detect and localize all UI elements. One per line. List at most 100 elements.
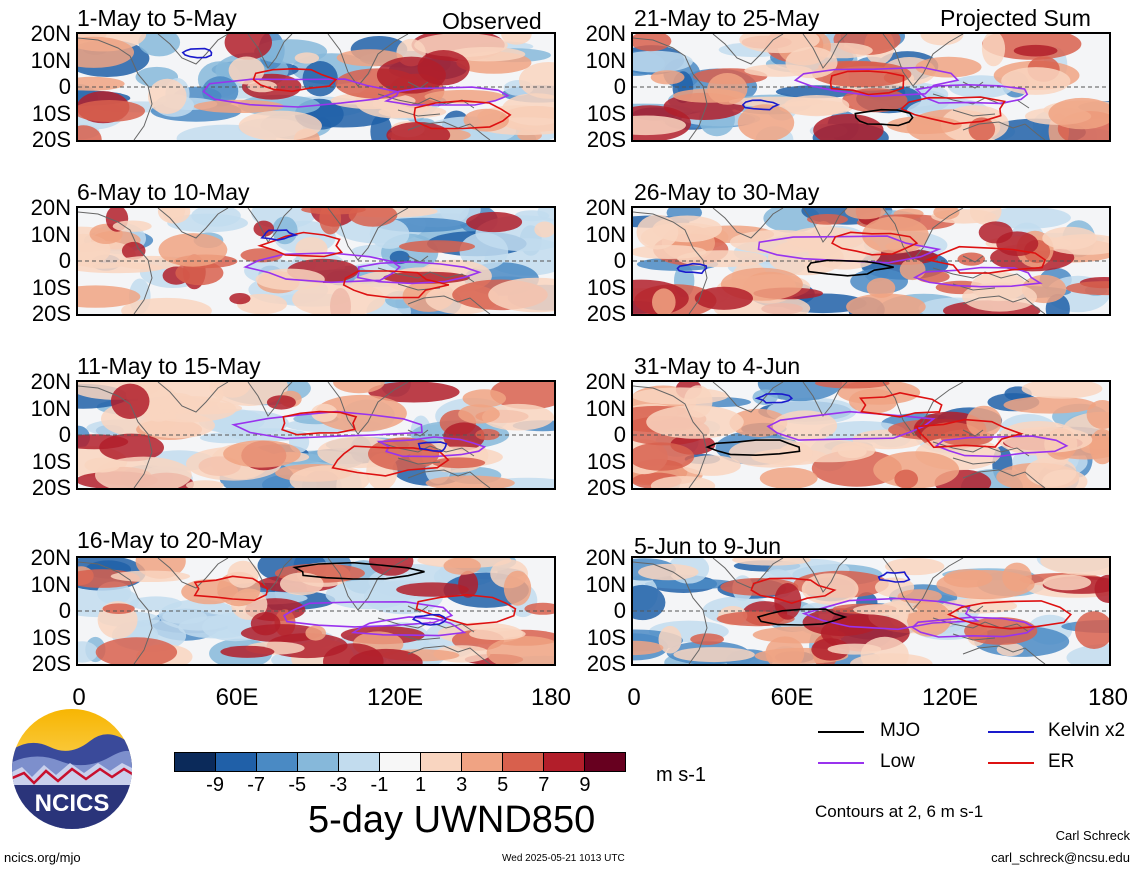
lat-label: 20S [586,301,626,326]
contour-kelvin [260,229,299,241]
anomaly-shading [95,637,178,664]
lon-label-60e-right: 60E [770,684,814,711]
legend-line-er [988,762,1034,764]
anomaly-shading [807,214,848,225]
contour-er [750,577,837,605]
anomaly-shading [885,558,945,576]
anomaly-shading [158,233,228,267]
anomaly-shading [482,403,554,431]
lon-label-60e-left: 60E [215,684,259,711]
anomaly-shading [996,642,1024,657]
coastline-arabia [712,34,784,65]
footer-email: carl_schreck@ncsu.edu [991,850,1130,865]
anomaly-shading [650,476,716,488]
coastline-australia [962,645,1046,664]
anomaly-shading [110,570,191,582]
contour-low [801,597,980,631]
map-panel-3 [76,380,556,490]
anomaly-shading [458,404,500,424]
anomaly-shading [1089,428,1109,465]
lat-label: 10N [30,221,71,247]
anomaly-shading [636,214,679,250]
anomaly-shading [349,648,423,664]
anomaly-shading [1042,226,1097,250]
lat-label: 0 [613,248,626,273]
anomaly-shading [933,208,960,220]
anomaly-shading [633,387,729,405]
anomaly-shading [78,125,102,140]
colorbar-swatch [462,753,503,771]
lat-label: 10S [31,100,71,126]
colorbar-units: m s-1 [656,764,706,786]
anomaly-shading [1042,469,1088,488]
colorbar-tick-label: 1 [414,774,427,796]
anomaly-shading [443,558,481,575]
anomaly-shading [732,558,811,566]
contour-low [793,66,960,98]
legend-line-mjo [818,731,864,733]
anomaly-shading [167,213,248,233]
anomaly-shading [399,240,475,253]
anomaly-shading [915,56,982,78]
coastline-arabia [157,382,229,413]
lat-label: 10S [586,100,626,126]
coastline-india [247,382,293,417]
colorbar-swatch [380,753,421,771]
anomaly-shading [1002,562,1032,592]
anomaly-shading [633,442,695,471]
anomaly-shading [333,382,385,394]
legend-line-low [818,762,864,764]
map-panel-7 [631,380,1111,490]
anomaly-shading [138,34,181,57]
anomaly-shading [1066,281,1109,296]
anomaly-shading [223,440,301,468]
anomaly-shading [78,100,145,122]
anomaly-shading [1003,396,1096,414]
coastline-arabia [712,382,784,413]
lat-label: 20N [585,195,626,220]
anomaly-shading [1066,643,1109,664]
footer-url: ncics.org/mjo [4,850,81,865]
anomaly-shading [78,434,129,450]
coastline-indochina [327,382,409,435]
anomaly-shading [772,410,838,442]
lat-label: 10S [31,274,71,300]
anomaly-shading [837,445,867,459]
coastline-indochina [882,208,964,261]
lat-label: 0 [58,422,71,447]
contour-mjo [806,259,894,277]
contour-kelvin [411,613,448,626]
anomaly-shading [102,603,135,614]
colorbar-swatch [339,753,380,771]
anomaly-shading [78,36,134,68]
lat-label: 20N [30,545,71,570]
lat-label: 10N [585,221,626,247]
anomaly-shading [716,611,795,627]
lat-label: 20S [586,127,626,152]
contour-low [912,266,1043,288]
colorbar-tick-label: 9 [579,774,591,796]
contour-mjo [292,561,425,580]
anomaly-shading [463,108,509,132]
contour-er [281,410,358,436]
contour-er [831,231,919,256]
contour-mjo [854,108,914,127]
anomaly-shading [899,259,926,281]
panel-title: 21-May to 25-May [634,5,820,31]
anomaly-shading [1075,611,1109,649]
coastline-australia [962,295,1046,314]
contour-mjo [705,439,801,457]
panel-title: 16-May to 20-May [77,527,263,553]
anomaly-shading [1086,400,1109,429]
anomaly-shading [279,572,324,596]
contour-kelvin [417,441,448,453]
coastline-india [247,208,293,243]
anomaly-shading [728,438,813,468]
lon-label-0-right: 0 [627,684,641,711]
anomaly-shading [129,596,182,611]
anomaly-shading [193,99,284,113]
anomaly-shading [425,475,515,488]
lat-label: 20S [31,475,71,500]
legend-line-kelvin [988,731,1034,733]
anomaly-shading [161,208,186,224]
